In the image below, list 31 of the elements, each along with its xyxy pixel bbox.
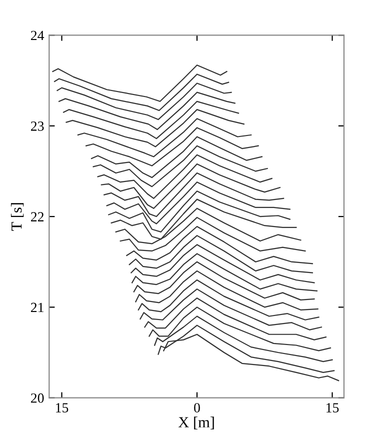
line-series [126,226,313,264]
y-tick-label: 21 [31,302,44,312]
line-series [130,244,315,284]
line-series [138,279,320,320]
x-axis-title: X [m] [178,416,214,430]
line-series [133,261,315,300]
line-series [97,154,272,199]
y-axis-title: T [s] [10,203,24,231]
line-series [92,145,268,188]
y-tick-label: 20 [31,393,44,403]
line-series [56,82,232,120]
line-series [120,216,306,252]
line-series [90,136,262,178]
line-series [144,298,326,340]
line-series [52,64,228,102]
line-series [86,127,259,166]
y-tick-label: 24 [31,30,44,40]
line-series [58,92,236,130]
line-series [77,118,252,158]
line-series [63,100,240,140]
line-series [140,288,322,330]
line-series [128,235,313,274]
y-tick-label: 23 [31,122,44,131]
line-series [132,253,318,292]
x-tick-label: 0 [194,403,200,412]
y-tick-label: 22 [31,212,44,222]
line-series [54,74,230,112]
line-series [66,109,244,148]
x-tick-label: 15 [56,403,68,412]
x-tick-label: 15 [326,403,339,412]
line-series [135,270,318,310]
